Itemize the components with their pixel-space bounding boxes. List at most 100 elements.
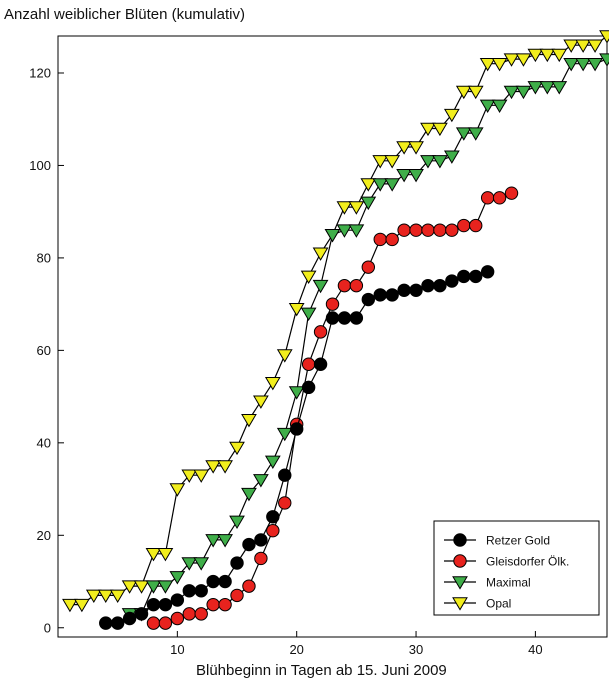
data-point — [599, 53, 609, 67]
data-point — [62, 598, 78, 613]
data-point — [455, 127, 472, 141]
x-tick-label: 40 — [528, 642, 542, 657]
data-point — [325, 311, 340, 325]
data-point — [288, 303, 305, 317]
data-point — [467, 127, 484, 141]
data-point — [313, 325, 328, 339]
y-tick-label: 80 — [37, 250, 51, 265]
data-point — [253, 395, 269, 409]
data-point — [218, 574, 232, 589]
data-point — [515, 85, 532, 100]
data-point — [193, 557, 210, 571]
data-point — [145, 548, 162, 562]
data-point — [563, 57, 580, 72]
legend-label: Gleisdorfer Ölk. — [486, 555, 569, 569]
data-point — [181, 469, 198, 483]
data-point — [288, 386, 305, 400]
data-point — [242, 537, 256, 552]
data-point — [169, 483, 186, 497]
x-tick-label: 30 — [409, 642, 423, 657]
data-point — [479, 99, 496, 113]
legend-label: Opal — [486, 597, 511, 611]
data-point — [193, 469, 210, 483]
data-point — [182, 607, 196, 621]
data-point — [479, 57, 496, 72]
data-point — [97, 589, 114, 604]
data-point — [445, 274, 459, 288]
data-point — [539, 81, 556, 95]
series-1 — [146, 186, 519, 630]
series-line — [105, 271, 488, 624]
series-2 — [121, 53, 609, 622]
data-point — [599, 30, 609, 44]
legend-marker — [453, 533, 467, 547]
data-point — [181, 557, 198, 571]
data-point — [491, 99, 508, 113]
data-point — [229, 441, 245, 456]
legend: Retzer Gold Gleisdorfer Ölk. Maximal Opal — [433, 520, 600, 616]
data-point — [230, 588, 244, 603]
legend-marker — [453, 554, 467, 568]
data-point — [504, 186, 519, 200]
series-layer — [62, 30, 609, 630]
plot-frame — [57, 35, 608, 638]
data-point — [158, 597, 173, 612]
legend-marker — [452, 597, 468, 611]
data-point — [217, 534, 233, 548]
data-point — [432, 122, 448, 137]
data-point — [313, 357, 328, 371]
data-point — [420, 155, 436, 169]
data-point — [575, 57, 592, 72]
series-3 — [62, 30, 609, 613]
data-point — [587, 57, 603, 72]
data-point — [194, 607, 208, 621]
data-point — [480, 191, 495, 205]
data-point — [433, 223, 447, 237]
data-point — [312, 279, 329, 294]
data-point — [182, 584, 196, 598]
data-point — [276, 427, 293, 442]
data-point — [276, 349, 293, 363]
data-point — [206, 597, 220, 612]
data-point — [384, 178, 401, 192]
data-point — [301, 357, 316, 371]
data-point — [134, 607, 149, 621]
y-tick-label: 20 — [37, 528, 51, 543]
data-point — [421, 223, 435, 237]
data-point — [300, 307, 317, 322]
data-point — [443, 108, 460, 123]
data-point — [361, 260, 376, 274]
data-point — [336, 201, 353, 215]
data-point — [372, 178, 389, 192]
data-point — [157, 580, 174, 594]
data-point — [218, 597, 232, 612]
data-point — [229, 515, 245, 530]
data-point — [409, 283, 423, 297]
y-tick-label: 40 — [37, 435, 51, 450]
data-point — [217, 460, 233, 474]
y-tick-label: 60 — [37, 343, 51, 358]
data-point — [408, 168, 424, 183]
data-point — [325, 297, 340, 311]
series-0 — [99, 265, 495, 630]
axis-ticks: 10 20 30 40 0 20 40 60 80 100 120 — [29, 65, 542, 657]
data-point — [467, 85, 484, 100]
data-point — [348, 201, 365, 215]
data-point — [348, 224, 365, 238]
x-tick-label: 10 — [170, 642, 184, 657]
data-point — [443, 150, 460, 164]
data-point — [336, 224, 353, 238]
data-point — [301, 380, 316, 395]
series-line — [69, 35, 608, 606]
data-point — [433, 278, 447, 293]
data-point — [455, 85, 472, 100]
y-tick-label: 0 — [44, 620, 51, 635]
data-point — [384, 155, 401, 169]
data-point — [527, 48, 544, 63]
data-point — [109, 589, 126, 604]
data-point — [349, 311, 364, 325]
data-point — [289, 422, 304, 436]
data-point — [254, 533, 268, 547]
data-point — [324, 229, 341, 243]
